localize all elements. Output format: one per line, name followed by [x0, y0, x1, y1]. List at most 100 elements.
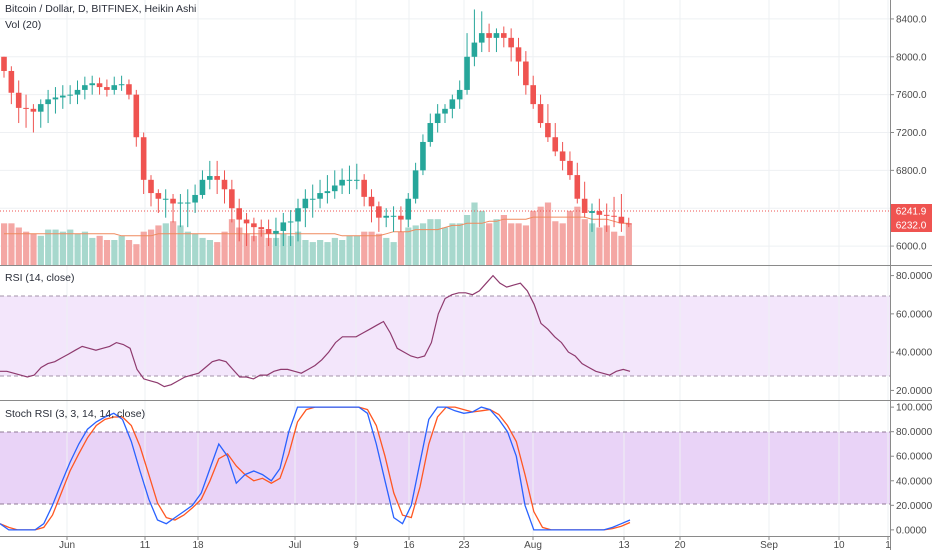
candle-body — [251, 223, 257, 228]
time-tick-label: 11 — [140, 540, 151, 550]
volume-bar — [125, 240, 133, 265]
stoch-tick-label: 0.0000 — [896, 525, 927, 536]
volume-bar — [162, 223, 169, 265]
candle-body — [295, 208, 301, 222]
candle-body — [302, 198, 309, 209]
candle-body — [265, 229, 272, 234]
volume-bar — [486, 223, 493, 265]
candle-body — [45, 99, 51, 105]
volume-bar — [317, 240, 324, 265]
candle-body — [23, 107, 29, 109]
candle-body — [354, 179, 360, 181]
time-tick-label: Aug — [524, 540, 542, 550]
time-axis[interactable]: Jun 11 18 Jul 9 16 23 Aug 13 20 Sep 10 1 — [59, 536, 891, 550]
volume-bar — [537, 206, 544, 265]
volume-bar — [287, 235, 294, 265]
rsi-legend[interactable]: RSI (14, close) — [5, 272, 75, 284]
volume-bar — [456, 223, 463, 265]
volume-bars — [1, 202, 632, 265]
volume-bar — [155, 225, 162, 265]
candle-body — [625, 223, 632, 225]
volume-bar — [250, 235, 258, 265]
candle-body — [611, 215, 617, 217]
candle-body — [192, 194, 198, 203]
volume-bar — [74, 233, 81, 265]
candle-body — [89, 83, 95, 86]
price-tick-label: 7200.0 — [896, 128, 927, 139]
candle-body — [383, 215, 389, 218]
volume-bar — [361, 231, 368, 265]
volume-bar — [603, 225, 610, 265]
candle-body — [60, 95, 66, 98]
candle-body — [434, 113, 441, 124]
gridlines — [0, 0, 890, 536]
rsi-axis[interactable]: 80.0000 60.0000 40.0000 20.0000 — [890, 271, 932, 397]
volume-bar — [302, 240, 309, 265]
volume-legend[interactable]: Vol (20) — [5, 19, 42, 31]
stoch-tick-label: 40.0000 — [896, 476, 932, 487]
candle-body — [508, 37, 514, 48]
candle-body — [368, 196, 375, 207]
candle-body — [471, 42, 478, 57]
stoch-axis[interactable]: 100.0000 80.0000 60.0000 40.0000 20.0000 0.00… — [890, 403, 932, 537]
candle-body — [596, 211, 603, 215]
volume-bar — [148, 229, 155, 265]
candle-body — [148, 179, 154, 194]
volume-bar — [23, 231, 30, 265]
time-tick-label: Jul — [289, 540, 302, 550]
time-tick-label: Jun — [59, 540, 75, 550]
volume-bar — [67, 229, 74, 265]
rsi-band — [0, 296, 890, 376]
stoch-legend[interactable]: Stoch RSI (3, 3, 14, 14, close) — [5, 408, 146, 420]
candle-body — [170, 198, 176, 204]
candle-body — [126, 84, 132, 95]
volume-bar — [625, 223, 632, 265]
candle-body — [537, 104, 544, 124]
volume-bar — [96, 235, 103, 265]
volume-bar — [471, 202, 478, 265]
candle-body — [361, 179, 367, 197]
stoch-tick-label: 80.0000 — [896, 427, 932, 438]
volume-bar — [272, 237, 280, 265]
candle-body — [567, 160, 573, 176]
volume-bar — [280, 233, 287, 265]
second-price-label: 6232.0 — [896, 221, 927, 232]
candle-body — [478, 33, 485, 43]
time-tick-label: 18 — [192, 540, 204, 550]
candle-body — [589, 211, 595, 213]
volume-bar — [192, 233, 199, 265]
candle-body — [155, 193, 162, 199]
rsi-tick-label: 20.0000 — [896, 386, 932, 397]
stoch-tick-label: 20.0000 — [896, 501, 932, 512]
time-tick-label: 1 — [885, 540, 891, 550]
volume-bar — [309, 242, 316, 265]
candle-body — [442, 108, 448, 114]
candle-body — [199, 179, 206, 195]
time-tick-label: 16 — [403, 540, 415, 550]
volume-bar — [375, 233, 383, 265]
candle-body — [15, 92, 22, 108]
time-tick-label: 10 — [833, 540, 845, 550]
volume-bar — [295, 231, 302, 265]
volume-bar — [397, 231, 405, 265]
candle-body — [207, 176, 213, 180]
volume-bar — [331, 237, 338, 265]
volume-bar — [214, 242, 221, 265]
candle-body — [523, 61, 529, 86]
volume-bar — [611, 231, 618, 265]
symbol-title[interactable]: Bitcoin / Dollar, D, BITFINEX, Heikin As… — [5, 3, 197, 15]
candle-body — [427, 123, 434, 142]
volume-bar — [515, 223, 522, 265]
time-tick-label: Sep — [760, 540, 778, 550]
volume-bar — [339, 240, 346, 265]
volume-bar — [368, 231, 375, 265]
stoch-tick-label: 60.0000 — [896, 452, 932, 463]
volume-bar — [581, 219, 588, 265]
volume-bar — [206, 240, 213, 265]
volume-bar — [508, 223, 515, 265]
candle-body — [280, 222, 287, 231]
candle-body — [67, 94, 73, 96]
volume-bar — [37, 235, 44, 265]
